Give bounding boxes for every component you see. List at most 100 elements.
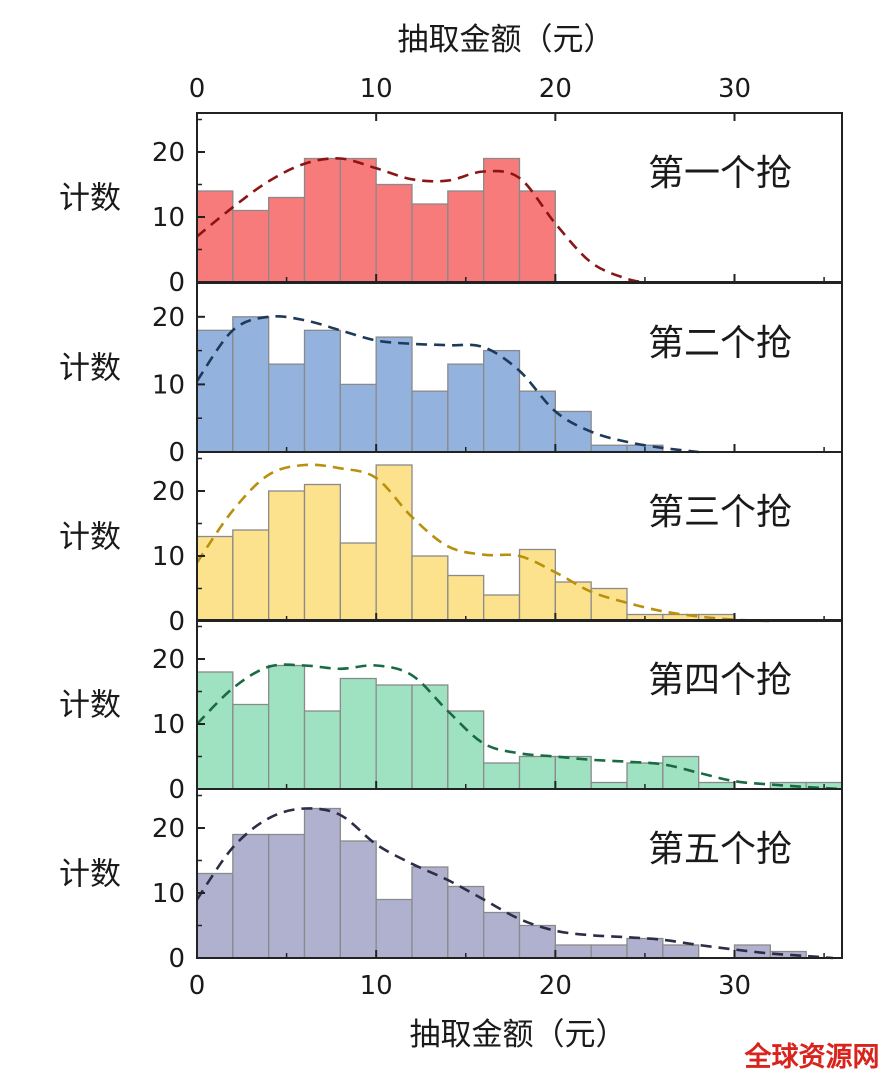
histogram-bar: [196, 671, 234, 790]
histogram-bar: [375, 898, 413, 959]
histogram-bar: [268, 196, 306, 283]
y-tick-label: 10: [152, 203, 185, 233]
y-axis-label: 计数: [59, 181, 121, 217]
top-x-axis-title: 抽取金额（元）: [398, 22, 615, 58]
histogram-bar: [375, 336, 413, 453]
panel-title: 第三个抢: [648, 492, 792, 533]
panel-3: 0 10 20 计数 第三个抢: [59, 451, 843, 637]
panel-title: 第二个抢: [648, 323, 792, 364]
histogram-bar: [518, 755, 556, 790]
histogram-bar: [733, 944, 771, 959]
histogram-bar: [590, 944, 628, 959]
y-axis-label: 计数: [59, 688, 121, 724]
y-tick-label: 10: [152, 370, 185, 400]
histogram-bar: [232, 833, 270, 959]
fit-curve: [195, 807, 834, 960]
histogram-bar: [483, 911, 521, 959]
histogram-bar: [518, 924, 556, 959]
fit-curve: [195, 314, 699, 454]
bottom-x-tick-label: 30: [718, 971, 751, 1001]
fit-curve: [196, 157, 646, 284]
histogram-bar: [303, 807, 341, 959]
histogram-bar: [483, 157, 521, 283]
histogram-bar: [483, 762, 521, 790]
histogram-bar: [303, 329, 341, 453]
y-tick-label: 10: [152, 542, 185, 572]
histogram-bar: [411, 555, 449, 622]
histogram-bar: [196, 190, 234, 283]
y-tick-label: 20: [152, 645, 185, 675]
panel-title: 第四个抢: [648, 660, 792, 701]
bottom-x-axis-title: 抽取金额（元）: [410, 1017, 627, 1053]
histogram-bar: [662, 944, 700, 959]
bottom-x-tick-label: 20: [539, 971, 572, 1001]
y-axis-label: 计数: [59, 857, 121, 893]
histogram-bar: [232, 529, 270, 622]
histogram-bar: [447, 190, 485, 283]
panel-frame: [196, 788, 843, 959]
histogram-bar: [483, 594, 521, 622]
histogram-bar: [518, 390, 556, 453]
panel-2: 0 10 20 计数 第二个抢: [59, 282, 843, 468]
histogram-bar: [339, 542, 377, 622]
histogram-bar: [518, 190, 556, 283]
histogram-bar: [339, 677, 377, 790]
histogram-bar: [268, 490, 306, 622]
y-tick-label: 0: [168, 438, 185, 468]
fit-curve: [195, 463, 771, 623]
histogram-bar: [268, 833, 306, 959]
y-tick-label: 20: [152, 477, 185, 507]
histogram-bar: [375, 183, 413, 283]
histogram-bar: [196, 329, 234, 453]
top-x-tick-label: 20: [539, 74, 572, 104]
watermark: 全球资源网: [744, 1041, 880, 1073]
histogram-bar: [339, 840, 377, 959]
histogram-bar: [662, 755, 700, 790]
histogram-bar: [339, 383, 377, 453]
histogram-bar: [232, 703, 270, 790]
top-x-tick-label: 30: [718, 74, 751, 104]
top-x-tick-label: 0: [189, 74, 206, 104]
y-tick-label: 10: [152, 710, 185, 740]
histogram-bar: [447, 574, 485, 622]
histogram-bar: [303, 483, 341, 622]
histogram-bar: [590, 587, 628, 622]
histogram-bar: [268, 664, 306, 790]
histogram-bar: [590, 444, 628, 453]
histogram-bar: [411, 684, 449, 790]
y-tick-label: 20: [152, 303, 185, 333]
y-axis-label: 计数: [59, 351, 121, 387]
histogram-bar: [447, 363, 485, 453]
histogram-bar: [554, 755, 592, 790]
histogram-bar: [554, 944, 592, 959]
histogram-panels: 01020计数第一个抢01020计数第二个抢01020计数第三个抢01020计数…: [59, 74, 843, 1001]
panel-5: 0 10 20 计数 第五个抢: [59, 788, 843, 974]
histogram-bar: [447, 710, 485, 790]
y-tick-label: 20: [152, 138, 185, 168]
y-tick-label: 0: [168, 268, 185, 298]
histogram-bar: [411, 203, 449, 283]
panel-title: 第五个抢: [648, 829, 792, 870]
bottom-x-tick-label: 0: [189, 971, 206, 1001]
y-tick-label: 0: [168, 775, 185, 805]
y-tick-label: 0: [168, 944, 185, 974]
histogram-bar: [411, 866, 449, 959]
histogram-bar: [196, 872, 234, 959]
histogram-bar: [518, 548, 556, 622]
histogram-bar: [303, 157, 341, 283]
histogram-bar: [339, 157, 377, 283]
top-x-tick-label: 10: [360, 74, 393, 104]
histogram-bar: [554, 410, 592, 453]
panel-1: 0 10 20 计数 第一个抢: [59, 112, 843, 298]
histogram-bar: [196, 535, 234, 622]
panel-title: 第一个抢: [648, 153, 792, 194]
histogram-bar: [375, 684, 413, 790]
histogram-bar: [411, 390, 449, 453]
histogram-bar: [375, 464, 413, 622]
fit-curve: [196, 663, 843, 791]
histogram-bar: [483, 349, 521, 453]
histogram-bar: [268, 363, 306, 453]
panel-4: 0 10 20 计数 第四个抢: [59, 619, 843, 805]
y-axis-label: 计数: [59, 520, 121, 556]
